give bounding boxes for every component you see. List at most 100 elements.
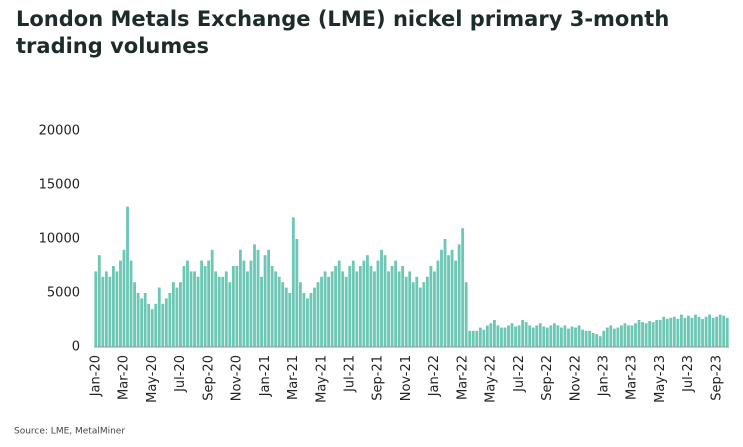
bar bbox=[475, 330, 479, 347]
bar bbox=[369, 266, 373, 347]
bar bbox=[457, 244, 461, 347]
bar bbox=[284, 287, 288, 347]
bar bbox=[665, 318, 669, 347]
bar bbox=[725, 317, 729, 347]
bar bbox=[101, 276, 105, 347]
bar bbox=[186, 260, 189, 347]
bar bbox=[246, 271, 249, 347]
bar bbox=[122, 249, 126, 347]
bar bbox=[238, 249, 242, 347]
bar bbox=[584, 330, 588, 347]
bar bbox=[683, 317, 687, 347]
bar bbox=[461, 228, 465, 347]
bar bbox=[567, 328, 570, 347]
x-tick-label: Jul-20 bbox=[173, 355, 188, 393]
bar bbox=[150, 309, 154, 347]
bar bbox=[697, 316, 701, 347]
bar bbox=[679, 314, 683, 347]
bar bbox=[373, 271, 376, 347]
x-tick-label: Sep-22 bbox=[540, 355, 555, 401]
bar bbox=[433, 271, 436, 347]
bar bbox=[362, 260, 366, 347]
bar bbox=[690, 317, 694, 347]
bar bbox=[570, 326, 574, 347]
y-tick-label: 20000 bbox=[39, 124, 80, 139]
bar bbox=[612, 328, 616, 347]
bar bbox=[193, 271, 196, 347]
bar bbox=[605, 327, 609, 347]
bar bbox=[425, 276, 429, 347]
bar bbox=[387, 271, 390, 347]
bar bbox=[528, 325, 532, 347]
x-tick-label: Nov-22 bbox=[568, 355, 583, 401]
bar bbox=[394, 260, 398, 347]
bar bbox=[408, 271, 412, 347]
bar bbox=[228, 282, 232, 347]
bar bbox=[298, 282, 302, 347]
source: Source: LME, MetalMiner bbox=[14, 427, 125, 437]
bar bbox=[637, 320, 641, 347]
bar bbox=[365, 255, 369, 347]
bar bbox=[200, 260, 204, 347]
bar bbox=[108, 276, 112, 347]
bar bbox=[221, 276, 225, 347]
bar bbox=[111, 266, 115, 347]
bar bbox=[447, 255, 450, 347]
bar bbox=[471, 330, 475, 347]
bar bbox=[507, 325, 510, 347]
x-tick-label: Jul-22 bbox=[512, 355, 527, 393]
y-tick-label: 5000 bbox=[47, 286, 80, 301]
bar bbox=[182, 266, 186, 347]
y-tick-label: 0 bbox=[72, 340, 80, 355]
bar bbox=[175, 287, 179, 347]
bar bbox=[563, 325, 567, 347]
x-tick-label: Mar-22 bbox=[455, 355, 470, 400]
bar bbox=[517, 325, 521, 347]
chart-title: London Metals Exchange (LME) nickel prim… bbox=[16, 7, 669, 31]
bar bbox=[627, 325, 630, 347]
bar bbox=[291, 217, 295, 347]
x-tick-label: Jul-21 bbox=[343, 355, 358, 393]
x-tick-label: May-21 bbox=[314, 355, 329, 403]
bar bbox=[143, 293, 147, 347]
bar bbox=[217, 276, 221, 347]
bar bbox=[168, 293, 172, 347]
bar bbox=[658, 320, 662, 347]
bar bbox=[295, 239, 299, 347]
bar bbox=[164, 298, 168, 347]
bar bbox=[224, 271, 228, 347]
bar bbox=[196, 276, 200, 347]
bar bbox=[450, 249, 454, 347]
x-tick-label: May-23 bbox=[653, 355, 668, 403]
bar bbox=[514, 326, 517, 347]
bar bbox=[147, 303, 151, 347]
bar bbox=[588, 330, 592, 347]
bar bbox=[701, 318, 704, 347]
bar bbox=[344, 276, 348, 347]
bar bbox=[383, 255, 387, 347]
bar bbox=[722, 315, 726, 347]
bar bbox=[242, 260, 246, 347]
bar bbox=[253, 244, 256, 347]
bar bbox=[468, 330, 472, 347]
bar bbox=[609, 325, 613, 347]
bar bbox=[619, 325, 623, 347]
bar bbox=[715, 316, 719, 347]
bar bbox=[323, 271, 327, 347]
bar bbox=[429, 266, 433, 347]
bar bbox=[418, 287, 422, 347]
bar bbox=[401, 266, 405, 347]
bar bbox=[524, 322, 528, 347]
bar bbox=[485, 325, 489, 347]
bar bbox=[482, 329, 486, 347]
bar bbox=[94, 271, 98, 347]
bar bbox=[581, 329, 585, 347]
bar bbox=[316, 282, 320, 347]
bar bbox=[644, 323, 648, 347]
bar bbox=[718, 314, 722, 347]
y-tick-label: 15000 bbox=[39, 178, 80, 193]
bar bbox=[358, 266, 362, 347]
bar bbox=[704, 316, 708, 347]
bar bbox=[623, 323, 627, 347]
bar bbox=[270, 266, 274, 347]
